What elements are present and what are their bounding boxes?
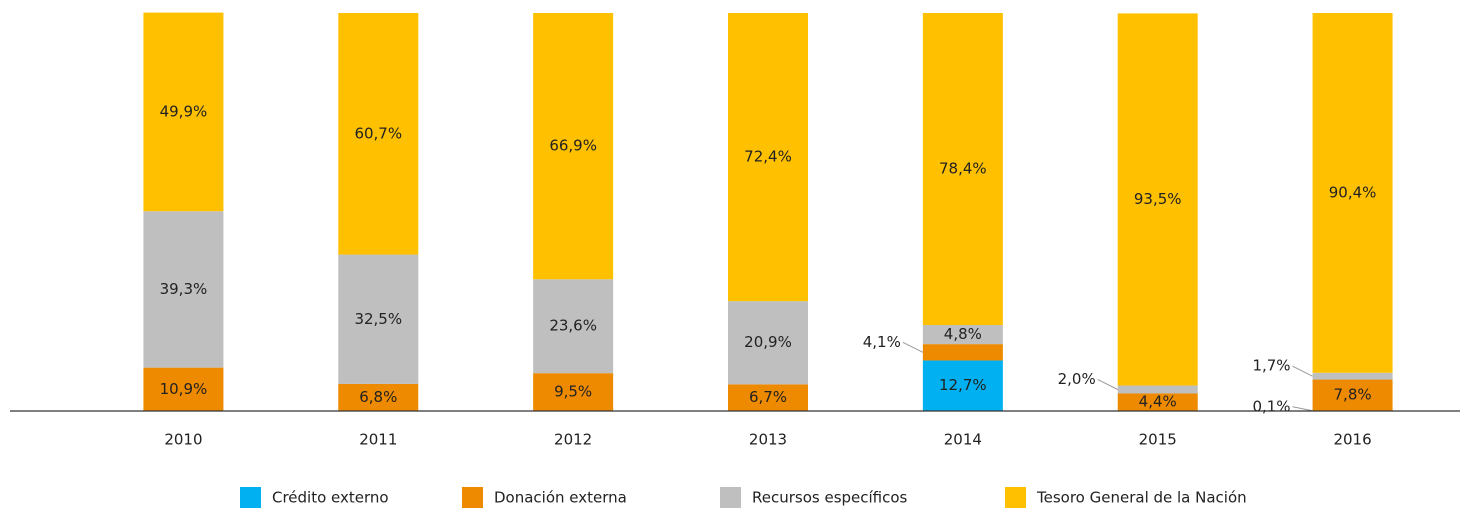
leader-line: [1292, 365, 1313, 377]
bar-segment: [533, 13, 614, 280]
data-label: 6,7%: [749, 388, 787, 406]
bar-segment: [922, 13, 1003, 326]
bar-segment: [338, 383, 419, 411]
data-label: 78,4%: [939, 160, 987, 178]
data-label: 4,1%: [863, 333, 901, 351]
bar-segment: [1312, 372, 1393, 380]
legend-swatch: [1005, 487, 1026, 508]
legend-label: Tesoro General de la Nación: [1036, 489, 1247, 507]
bar-segment: [533, 279, 614, 374]
bar-segment: [1117, 13, 1198, 386]
data-label: 72,4%: [744, 148, 792, 166]
data-label: 10,9%: [160, 380, 208, 398]
data-label: 49,9%: [160, 102, 208, 120]
data-label: 23,6%: [549, 317, 597, 335]
data-label: 90,4%: [1329, 183, 1377, 201]
data-label: 93,5%: [1134, 190, 1182, 208]
data-label: 7,8%: [1334, 386, 1372, 404]
bar-segment: [1117, 393, 1198, 411]
bar-segment: [143, 367, 224, 411]
leader-line: [902, 341, 924, 353]
data-label: 1,7%: [1252, 357, 1290, 375]
data-label: 66,9%: [549, 137, 597, 155]
data-label: 60,7%: [354, 124, 402, 142]
bar-segment: [728, 301, 808, 385]
data-label: 9,5%: [554, 383, 592, 401]
bar-segment: [922, 344, 1003, 361]
leader-line: [1292, 406, 1313, 412]
bar-segment: [143, 211, 224, 368]
bar-segment: [1312, 13, 1393, 373]
legend-label: Recursos específicos: [752, 489, 908, 507]
data-label: 39,3%: [160, 280, 208, 298]
legend-label: Donación externa: [494, 489, 627, 507]
data-label: 0,1%: [1252, 397, 1290, 415]
data-label: 4,8%: [944, 325, 982, 343]
x-tick-label: 2015: [1139, 431, 1177, 449]
data-label: 12,7%: [939, 376, 987, 394]
bar-segment: [922, 360, 1003, 411]
x-tick-label: 2014: [944, 431, 982, 449]
bar-segment: [338, 254, 419, 384]
legend-swatch: [462, 487, 483, 508]
data-label: 4,4%: [1139, 393, 1177, 411]
bar-segment: [728, 384, 808, 411]
bar-segment: [533, 373, 614, 411]
x-tick-label: 2011: [359, 431, 397, 449]
data-label: 2,0%: [1058, 370, 1096, 388]
x-tick-label: 2016: [1333, 431, 1371, 449]
legend-swatch: [720, 487, 741, 508]
data-label: 32,5%: [354, 310, 402, 328]
x-tick-label: 2010: [164, 431, 202, 449]
legend-label: Crédito externo: [272, 489, 389, 507]
bar-segment: [1312, 379, 1393, 411]
bar-segment: [143, 12, 224, 212]
x-tick-label: 2013: [749, 431, 787, 449]
bar-segment: [338, 13, 419, 255]
leader-line: [1097, 379, 1118, 390]
bar-segment: [1117, 385, 1198, 394]
data-label: 20,9%: [744, 333, 792, 351]
bar-segment: [922, 325, 1003, 345]
data-label: 6,8%: [359, 388, 397, 406]
bar-segment: [728, 13, 808, 302]
legend-swatch: [240, 487, 261, 508]
x-tick-label: 2012: [554, 431, 592, 449]
